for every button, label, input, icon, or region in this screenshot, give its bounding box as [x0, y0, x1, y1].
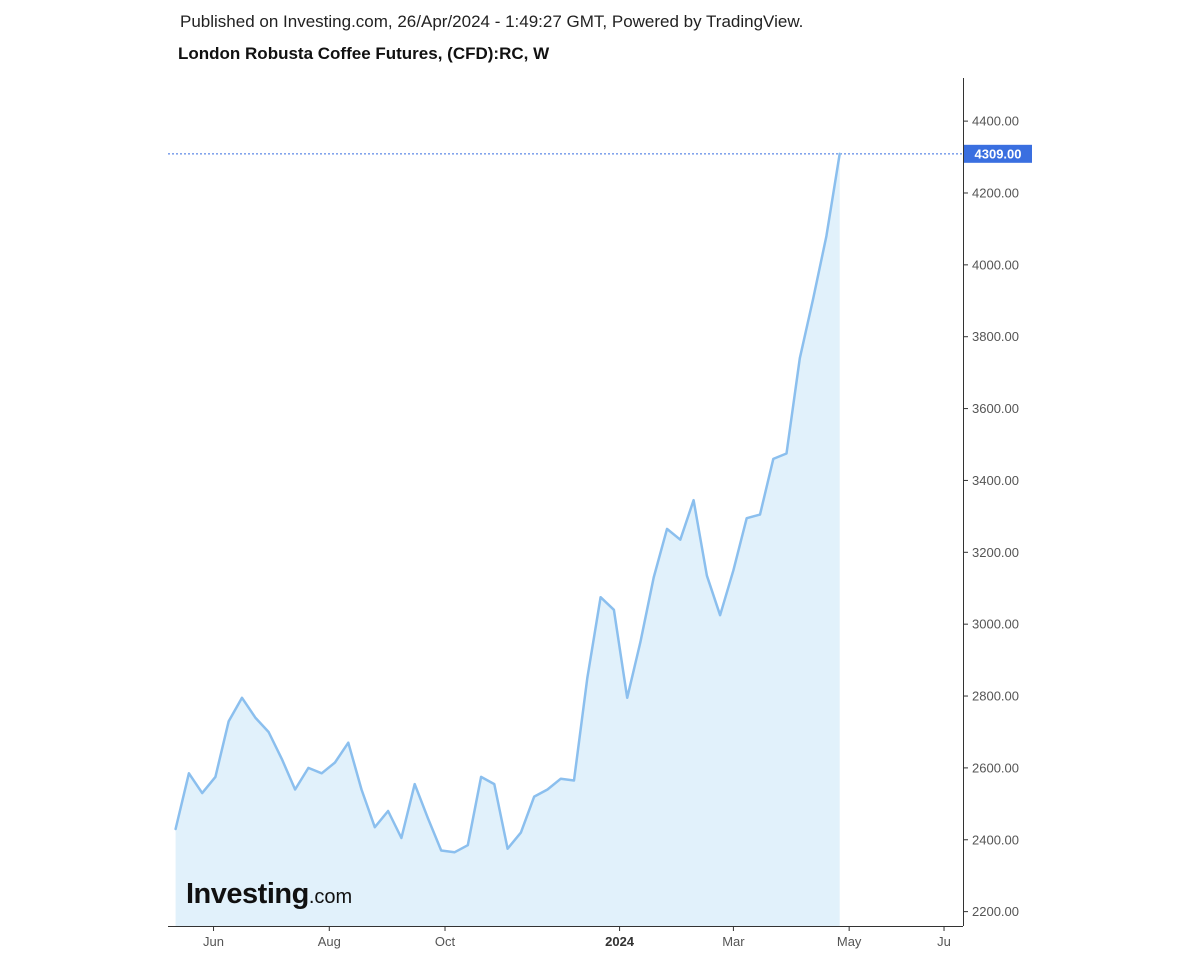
data-point	[559, 777, 563, 781]
data-point	[585, 676, 589, 680]
published-note: Published on Investing.com, 26/Apr/2024 …	[180, 12, 804, 31]
data-point	[413, 782, 417, 786]
data-point	[612, 608, 616, 612]
y-tick-label: 3000.00	[972, 617, 1019, 632]
x-tick-label: Aug	[318, 934, 341, 949]
data-point	[838, 152, 842, 156]
x-tick-label: Jun	[203, 934, 224, 949]
data-point	[306, 766, 310, 770]
data-point	[546, 788, 550, 792]
data-point	[227, 719, 231, 723]
y-tick-label: 3600.00	[972, 401, 1019, 416]
data-point	[200, 791, 204, 795]
data-point	[572, 779, 576, 783]
data-point	[811, 297, 815, 301]
y-tick-label: 2600.00	[972, 760, 1019, 775]
data-point	[346, 741, 350, 745]
x-tick-label: 2024	[605, 934, 635, 949]
data-point	[718, 613, 722, 617]
investing-logo: Investing.com	[186, 878, 353, 910]
data-point	[678, 538, 682, 542]
series-line	[174, 152, 841, 854]
last-price-label: 4309.00	[975, 146, 1022, 161]
data-point	[253, 716, 257, 720]
data-point	[519, 831, 523, 835]
y-tick-label: 2800.00	[972, 689, 1019, 704]
data-point	[625, 696, 629, 700]
data-point	[492, 782, 496, 786]
y-tick-label: 3200.00	[972, 545, 1019, 560]
data-point	[466, 843, 470, 847]
data-point	[599, 595, 603, 599]
series-area	[175, 153, 840, 927]
axes-layer	[168, 78, 968, 931]
series-line-layer	[174, 152, 842, 854]
data-point	[731, 568, 735, 572]
x-axis-labels: Jun Aug Oct 2024 Mar May Ju	[203, 934, 951, 949]
x-tick-label: Ju	[937, 934, 951, 949]
data-point	[174, 827, 178, 831]
data-point	[360, 788, 364, 792]
data-point	[532, 795, 536, 799]
data-point	[771, 457, 775, 461]
data-point	[745, 516, 749, 520]
area-fill-layer	[175, 153, 840, 927]
data-point	[705, 574, 709, 578]
x-tick-label: Mar	[722, 934, 745, 949]
data-point	[638, 640, 642, 644]
last-price-badge	[964, 144, 1032, 163]
y-tick-label: 4000.00	[972, 257, 1019, 272]
data-point	[824, 234, 828, 238]
data-point	[293, 788, 297, 792]
data-point	[439, 849, 443, 853]
data-point	[692, 498, 696, 502]
y-tick-label: 2400.00	[972, 832, 1019, 847]
data-point	[506, 847, 510, 851]
data-point	[798, 356, 802, 360]
y-tick-label: 4400.00	[972, 114, 1019, 129]
data-point	[399, 836, 403, 840]
data-point	[320, 771, 324, 775]
chart-title: London Robusta Coffee Futures, (CFD):RC,…	[178, 44, 550, 63]
y-tick-label: 2200.00	[972, 904, 1019, 919]
data-point	[785, 452, 789, 456]
last-price-tag-layer: 4309.00	[964, 144, 1032, 163]
data-point	[479, 775, 483, 779]
data-point	[267, 730, 271, 734]
data-point	[373, 825, 377, 829]
data-point	[280, 757, 284, 761]
x-tick-label: May	[837, 934, 862, 949]
data-point	[240, 696, 244, 700]
data-point	[652, 576, 656, 580]
x-tick-label: Oct	[435, 934, 456, 949]
data-point	[333, 761, 337, 765]
data-point	[187, 771, 191, 775]
data-point	[386, 809, 390, 813]
data-point	[453, 850, 457, 854]
data-point	[426, 816, 430, 820]
data-point	[213, 775, 217, 779]
data-point	[758, 513, 762, 517]
y-axis-labels: 4400.00 4200.00 4000.00 3800.00 3600.00 3400.…	[972, 114, 1019, 920]
data-point	[665, 527, 669, 531]
y-tick-label: 4200.00	[972, 185, 1019, 200]
y-tick-label: 3400.00	[972, 473, 1019, 488]
y-tick-label: 3800.00	[972, 329, 1019, 344]
